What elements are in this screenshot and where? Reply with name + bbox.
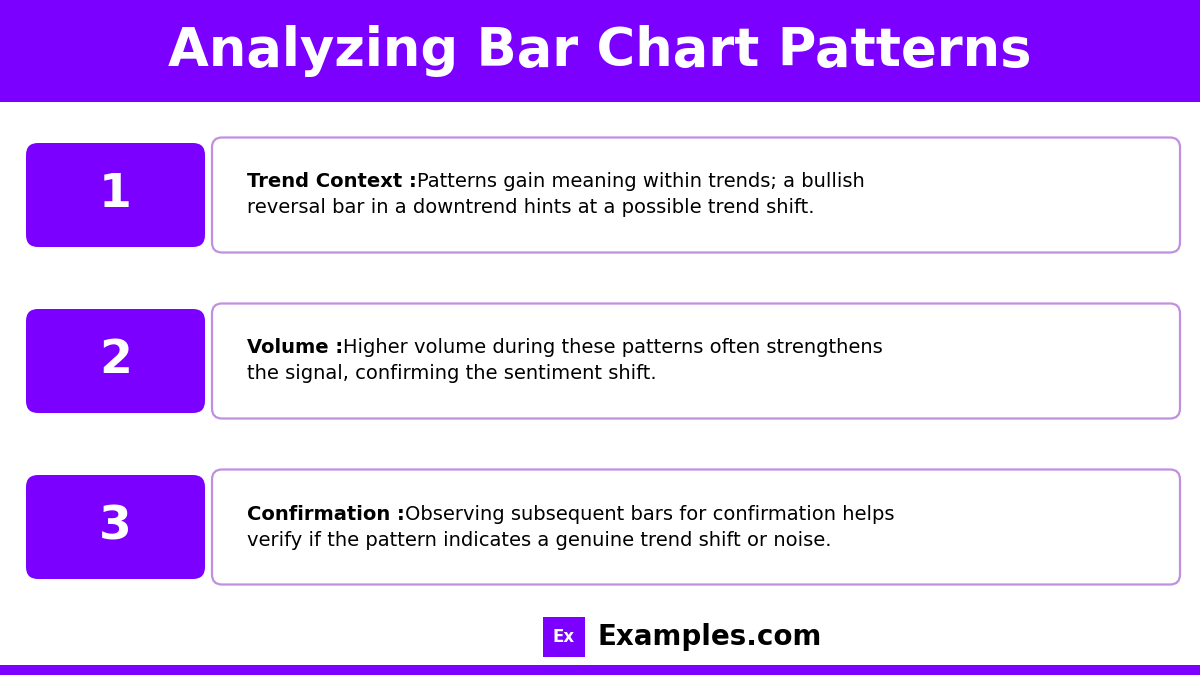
Text: Ex: Ex (553, 628, 575, 646)
FancyBboxPatch shape (212, 304, 1180, 418)
Text: Confirmation :: Confirmation : (247, 504, 404, 524)
Text: 2: 2 (100, 338, 132, 383)
FancyBboxPatch shape (212, 138, 1180, 252)
Text: reversal bar in a downtrend hints at a possible trend shift.: reversal bar in a downtrend hints at a p… (247, 198, 815, 217)
FancyBboxPatch shape (544, 617, 586, 657)
Text: verify if the pattern indicates a genuine trend shift or noise.: verify if the pattern indicates a genuin… (247, 531, 832, 549)
Text: Analyzing Bar Chart Patterns: Analyzing Bar Chart Patterns (168, 25, 1032, 77)
Text: Higher volume during these patterns often strengthens: Higher volume during these patterns ofte… (343, 338, 883, 358)
Text: 1: 1 (100, 173, 132, 217)
FancyBboxPatch shape (0, 0, 1200, 102)
Text: Trend Context :: Trend Context : (247, 173, 416, 192)
FancyBboxPatch shape (212, 470, 1180, 585)
Text: the signal, confirming the sentiment shift.: the signal, confirming the sentiment shi… (247, 364, 656, 383)
FancyBboxPatch shape (26, 475, 205, 579)
FancyBboxPatch shape (26, 143, 205, 247)
Text: Examples.com: Examples.com (598, 623, 822, 651)
FancyBboxPatch shape (26, 309, 205, 413)
Text: Observing subsequent bars for confirmation helps: Observing subsequent bars for confirmati… (404, 504, 894, 524)
FancyBboxPatch shape (0, 665, 1200, 675)
Text: 3: 3 (100, 504, 132, 549)
Text: Volume :: Volume : (247, 338, 343, 358)
Text: Patterns gain meaning within trends; a bullish: Patterns gain meaning within trends; a b… (416, 173, 864, 192)
